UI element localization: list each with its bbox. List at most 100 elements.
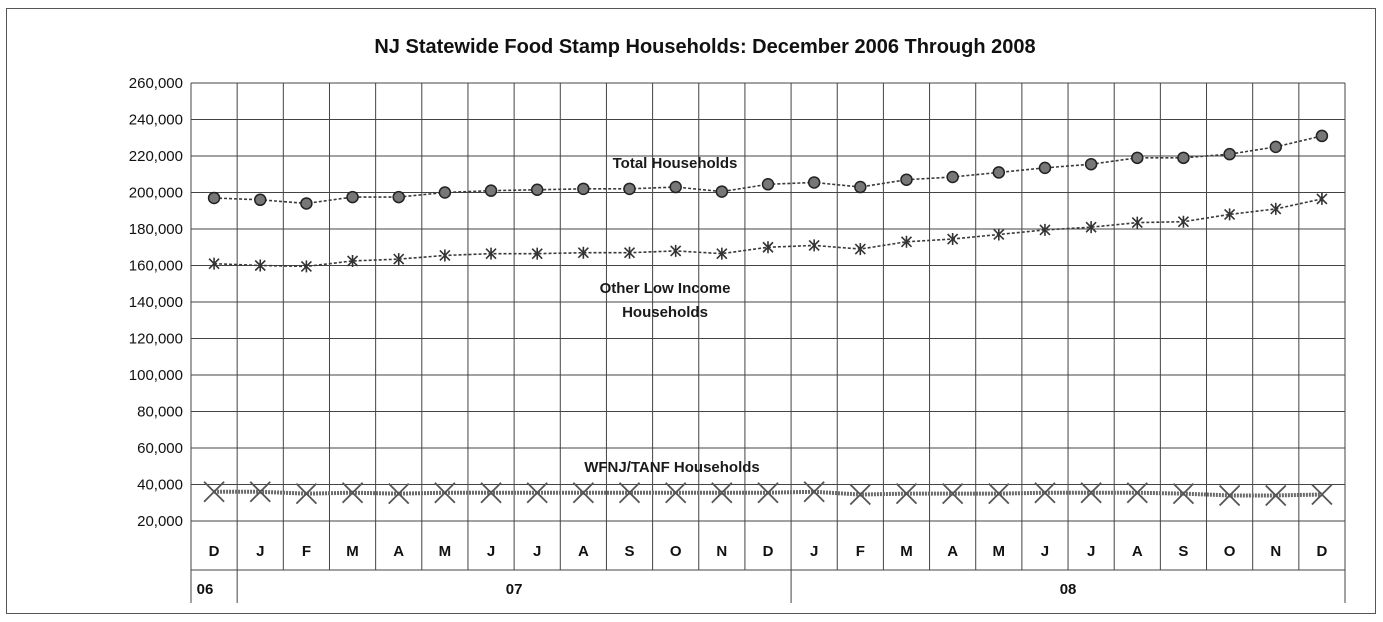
data-point-circle [807,176,821,189]
x-category-label: D [763,543,774,560]
x-category-label: S [1178,543,1188,560]
chart-title: NJ Statewide Food Stamp Households: Dece… [374,36,1035,58]
series-annotation: Other Low Income [600,280,731,297]
x-category-label: M [900,543,913,560]
x-category-label: J [1087,543,1095,560]
data-point-asterisk [346,254,359,267]
data-point-asterisk [993,228,1005,241]
data-point-asterisk [531,247,543,260]
data-point-circle [1315,129,1329,143]
data-point-x [1311,483,1333,506]
series-line [214,198,1323,268]
x-category-label: S [625,543,635,560]
data-point-asterisk [1131,216,1143,229]
y-tick-label: 80,000 [137,404,183,421]
series-annotation: Households [622,304,708,321]
year-group-label: 07 [506,581,523,598]
data-point-circle [438,186,452,199]
x-axis-categories: D J F M A M J J A S O N D J F M A M J J A S O N D 06 07 08 [197,543,1328,598]
data-point-x [665,482,687,504]
data-point-circle [207,191,221,205]
data-point-x [203,481,225,503]
data-point-circle [1177,151,1190,165]
x-category-label: J [487,543,495,560]
x-category-label: N [716,543,727,560]
data-point-x [388,482,410,505]
y-tick-label: 220,000 [129,148,183,165]
x-category-label: F [302,543,311,560]
data-point-x [1034,482,1056,504]
data-point-asterisk [947,233,959,246]
x-category-label: A [578,543,589,560]
data-point-circle [577,182,590,196]
y-tick-label: 40,000 [137,477,183,494]
data-point-asterisk [670,244,682,257]
y-tick-label: 180,000 [129,221,183,238]
data-point-asterisk [716,247,728,260]
data-point-asterisk [439,249,451,262]
y-tick-label: 20,000 [137,513,183,530]
x-category-label: D [1316,543,1327,560]
data-point-circle [900,173,913,186]
data-point-circle [1223,147,1236,161]
data-point-x [249,481,271,503]
x-category-label: J [256,543,264,560]
series-annotation: WFNJ/TANF Households [584,459,760,476]
data-point-x [849,483,871,506]
data-point-asterisk [900,235,913,248]
data-point-asterisk [623,246,636,259]
data-point-asterisk [1224,208,1236,221]
x-category-label: A [1132,543,1143,560]
data-point-circle [623,182,636,196]
data-point-x [618,482,641,504]
data-point-x [480,482,502,504]
series-2 [203,481,1333,507]
year-group-label: 08 [1060,581,1077,598]
data-point-x [803,481,825,503]
data-point-asterisk [1039,223,1051,236]
x-category-label: N [1270,543,1281,560]
annotations-layer: Total Households Other Low Income Househol… [584,155,760,476]
data-point-asterisk [854,243,866,256]
series-annotation: Total Households [613,155,738,172]
data-point-x [434,482,456,504]
series-0 [207,129,1329,210]
y-tick-label: 200,000 [129,185,183,202]
y-tick-label: 120,000 [129,331,183,348]
data-point-asterisk [300,260,312,273]
data-point-circle [484,184,498,197]
data-point-circle [346,190,359,204]
data-point-circle [1084,157,1098,171]
x-category-label: F [856,543,865,560]
x-category-label: J [810,543,818,560]
data-point-circle [854,180,867,194]
data-point-circle [1131,151,1144,165]
y-axis-ticks: 260,000 240,000 220,000 200,000 180,000 160,0… [129,75,183,530]
data-point-circle [530,183,544,197]
data-point-circle [715,185,729,198]
x-category-label: O [1224,543,1236,560]
y-tick-label: 60,000 [137,440,183,457]
y-tick-label: 260,000 [129,75,183,92]
x-category-label: M [346,543,359,560]
data-point-x [988,482,1010,505]
x-category-label: O [670,543,682,560]
data-point-asterisk [1270,202,1282,215]
data-point-asterisk [208,257,220,270]
data-point-x [895,482,918,505]
data-point-circle [992,166,1006,179]
data-point-asterisk [808,239,820,252]
data-point-circle [392,190,405,204]
data-point-asterisk [1316,192,1328,205]
data-point-circle [1038,161,1052,175]
data-point-asterisk [254,259,266,272]
data-point-circle [1269,140,1283,154]
data-point-asterisk [577,246,589,259]
x-category-label: M [993,543,1006,560]
data-point-circle [300,197,313,210]
x-category-label: A [947,543,958,560]
chart-frame [6,8,1376,614]
data-point-x [757,482,779,504]
data-point-x [1126,482,1148,504]
data-point-circle [253,193,267,207]
